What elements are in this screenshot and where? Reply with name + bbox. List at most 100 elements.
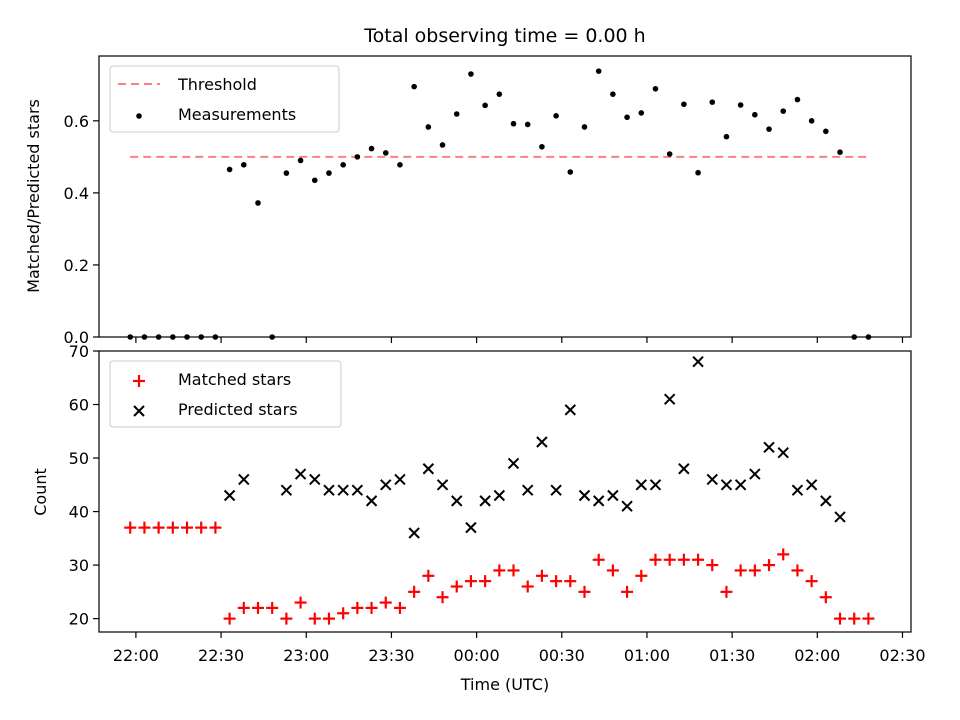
x-tick-label: 02:00 bbox=[794, 646, 840, 665]
measurement-point bbox=[681, 101, 687, 108]
measurement-point bbox=[723, 133, 730, 140]
measurement-point bbox=[737, 102, 744, 108]
predicted-star-point bbox=[777, 446, 789, 459]
predicted-star-point bbox=[238, 473, 250, 486]
matched-star-point bbox=[237, 601, 250, 614]
measurement-point bbox=[567, 169, 574, 175]
matched-star-point bbox=[408, 585, 421, 598]
predicted-star-point bbox=[663, 393, 676, 405]
count-x-ticks: 22:00 22:30 23:00 23:30 00:00 00:30 01:00 01:30… bbox=[113, 632, 926, 665]
matched-star-point bbox=[550, 575, 563, 588]
matched-star-point bbox=[677, 553, 690, 566]
measurement-point bbox=[610, 91, 616, 97]
measurement-point bbox=[326, 170, 332, 176]
matched-star-point bbox=[578, 585, 591, 598]
measurement-point bbox=[283, 170, 290, 176]
matched-star-point bbox=[337, 607, 350, 620]
measurement-point bbox=[255, 200, 261, 206]
measurement-point bbox=[709, 99, 716, 105]
predicted-star-point bbox=[592, 495, 605, 507]
ratio-y-tick-label: 0.0 bbox=[64, 328, 89, 347]
predicted-star-point bbox=[692, 355, 704, 368]
count-y-tick-label: 50 bbox=[69, 449, 89, 468]
predicted-star-point bbox=[408, 527, 420, 539]
predicted-star-point bbox=[522, 484, 534, 496]
predicted-star-point bbox=[422, 463, 435, 475]
measurement-point bbox=[425, 124, 432, 130]
ratio-y-tick-label: 0.6 bbox=[64, 112, 89, 131]
predicted-star-point bbox=[479, 495, 491, 507]
matched-star-point bbox=[763, 559, 776, 572]
ratio-panel: Total observing time = 0.00 h 0.00.20.40… bbox=[24, 25, 912, 347]
matched-star-point bbox=[692, 553, 705, 566]
matched-star-point bbox=[422, 569, 435, 582]
matched-star-point bbox=[805, 575, 818, 588]
matched-star-point bbox=[294, 596, 307, 609]
predicted-star-point bbox=[380, 479, 392, 491]
x-tick-label: 01:00 bbox=[624, 646, 670, 665]
matched-star-point bbox=[450, 580, 463, 593]
measurement-point bbox=[624, 114, 630, 121]
matched-star-point bbox=[181, 521, 194, 534]
measurement-point bbox=[780, 108, 787, 114]
predicted-star-point bbox=[351, 484, 364, 496]
measurement-point bbox=[354, 154, 361, 160]
matched-star-point bbox=[223, 612, 236, 625]
matched-star-point bbox=[464, 575, 477, 588]
matched-star-point bbox=[251, 601, 264, 614]
x-axis-label: Time (UTC) bbox=[460, 675, 549, 694]
predicted-star-point bbox=[820, 495, 832, 507]
measurement-point bbox=[823, 128, 829, 135]
matched-star-point bbox=[209, 521, 222, 534]
matched-star-point bbox=[152, 521, 165, 534]
matched-star-point bbox=[124, 521, 137, 534]
matched-star-point bbox=[493, 564, 506, 577]
matched-star-point bbox=[649, 553, 662, 566]
measurement-points bbox=[127, 68, 872, 340]
measurement-point bbox=[311, 177, 318, 184]
predicted-star-point bbox=[734, 479, 747, 491]
matched-star-point bbox=[720, 585, 733, 598]
measurement-point bbox=[808, 118, 815, 124]
predicted-star-point bbox=[578, 489, 591, 502]
x-tick-label: 00:00 bbox=[454, 646, 500, 665]
matched-star-point bbox=[791, 564, 804, 577]
x-tick-label: 22:00 bbox=[113, 646, 159, 665]
count-y-tick-label: 20 bbox=[69, 610, 89, 629]
predicted-star-point bbox=[649, 479, 662, 491]
matched-star-point bbox=[280, 612, 293, 625]
predicted-star-point bbox=[507, 457, 520, 470]
measurement-point bbox=[666, 151, 673, 157]
predicted-star-point bbox=[493, 489, 506, 502]
matched-star-point bbox=[663, 553, 676, 566]
predicted-star-point bbox=[749, 468, 761, 480]
measurement-point bbox=[794, 96, 801, 103]
matched-star-point bbox=[635, 569, 648, 582]
measurement-point bbox=[340, 161, 346, 168]
chart-title: Total observing time = 0.00 h bbox=[363, 25, 645, 47]
predicted-star-point bbox=[791, 484, 804, 496]
predicted-star-point bbox=[607, 489, 619, 502]
predicted-star-point bbox=[834, 511, 846, 523]
matched-star-point bbox=[308, 612, 321, 625]
measurement-point bbox=[766, 126, 772, 132]
measurement-point bbox=[397, 161, 403, 168]
x-tick-label: 22:30 bbox=[198, 646, 244, 665]
matched-star-point bbox=[819, 591, 832, 604]
predicted-star-point bbox=[465, 521, 477, 534]
count-y-tick-label: 60 bbox=[69, 396, 89, 415]
ratio-x-ticks bbox=[135, 337, 904, 343]
x-tick-label: 00:30 bbox=[539, 646, 585, 665]
matched-star-point bbox=[138, 521, 151, 534]
ratio-legend-box bbox=[109, 65, 340, 133]
count-y-tick-label: 30 bbox=[69, 556, 89, 575]
measurement-point bbox=[368, 145, 375, 152]
ratio-y-axis-label: Matched/Predicted stars bbox=[24, 99, 43, 293]
count-y-tick-label: 40 bbox=[69, 503, 89, 522]
predicted-star-point bbox=[436, 479, 449, 491]
matched-star-point bbox=[365, 601, 378, 614]
measurement-point bbox=[837, 149, 843, 155]
matched-star-point bbox=[166, 521, 179, 534]
matched-star-point bbox=[848, 612, 861, 625]
